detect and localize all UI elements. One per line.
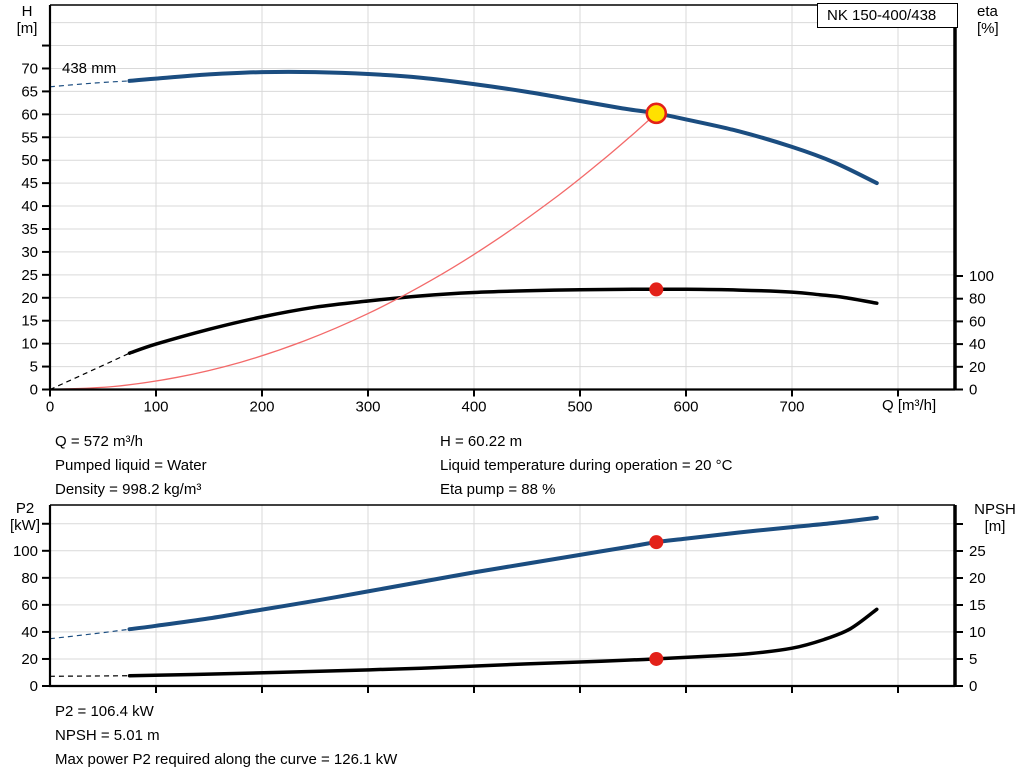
p2-axis-unit: [kW] xyxy=(10,517,40,534)
info-pumped-liquid: Pumped liquid = Water xyxy=(55,457,207,474)
left-tick-label: 100 xyxy=(13,543,38,560)
left-tick-label: 45 xyxy=(21,175,38,192)
head-curve-438mm xyxy=(127,69,879,186)
duty-info-left: Q = 572 m³/h Pumped liquid = Water Densi… xyxy=(55,430,207,502)
head-curve-438mm-extrapolated xyxy=(49,80,130,88)
efficiency-point-marker xyxy=(649,282,664,297)
right-tick-label: 0 xyxy=(969,382,977,399)
x-tick-label: 500 xyxy=(567,399,592,416)
p2-axis-symbol: P2 xyxy=(15,500,35,517)
x-tick-label: 100 xyxy=(143,399,168,416)
h-axis-symbol: H xyxy=(21,3,33,20)
left-tick-label: 25 xyxy=(21,267,38,284)
gridlines xyxy=(50,5,955,390)
left-tick-label: 70 xyxy=(21,60,38,77)
h-axis-unit: [m] xyxy=(16,20,38,37)
x-tick-label: 300 xyxy=(355,399,380,416)
right-tick-label: 20 xyxy=(969,359,986,376)
left-tick-label: 20 xyxy=(21,290,38,307)
p2-point-marker xyxy=(649,535,664,550)
right-tick-label: 100 xyxy=(969,268,994,285)
efficiency-curve xyxy=(127,287,879,355)
pump-model-badge: NK 150-400/438 xyxy=(817,3,958,28)
left-tick-label: 15 xyxy=(21,313,38,330)
info-p2: P2 = 106.4 kW xyxy=(55,703,154,720)
npsh-axis-unit: [m] xyxy=(984,518,1006,535)
axis-ticks: 0 100 200 300 400 500 600 700051015202530354045… xyxy=(21,44,994,416)
left-tick-label: 50 xyxy=(21,152,38,169)
h-axis-title: H [m] xyxy=(8,3,46,37)
left-tick-label: 40 xyxy=(21,624,38,641)
right-tick-label: 10 xyxy=(969,624,986,641)
impeller-diameter-label: 438 mm xyxy=(62,60,117,77)
left-tick-label: 40 xyxy=(21,198,38,215)
right-tick-label: 25 xyxy=(969,543,986,560)
x-tick-label: 400 xyxy=(461,399,486,416)
npsh-curve-extrapolated xyxy=(49,675,130,677)
npsh-axis-title: NPSH [m] xyxy=(966,501,1024,535)
npsh-curve xyxy=(127,607,879,678)
efficiency-curve-extrapolated xyxy=(49,352,130,391)
left-tick-label: 60 xyxy=(21,106,38,123)
left-tick-label: 5 xyxy=(30,359,38,376)
info-liquid-temperature: Liquid temperature during operation = 20… xyxy=(440,457,733,474)
right-tick-label: 5 xyxy=(969,651,977,668)
left-tick-label: 0 xyxy=(30,382,38,399)
right-tick-label: 40 xyxy=(969,336,986,353)
npsh-axis-symbol: NPSH xyxy=(974,501,1016,518)
gridlines xyxy=(50,505,955,686)
eta-axis-title: eta [%] xyxy=(977,3,1017,37)
x-tick-label: 200 xyxy=(249,399,274,416)
right-tick-label: 60 xyxy=(969,313,986,330)
duty-info-right: H = 60.22 m Liquid temperature during op… xyxy=(440,430,732,502)
p2-axis-title: P2 [kW] xyxy=(2,500,48,534)
right-tick-label: 0 xyxy=(969,678,977,695)
p2-npsh-chart: 0 20 40 60 80 100 0 5 10 15 20 25 xyxy=(13,504,986,695)
duty-point-marker xyxy=(645,102,668,125)
left-tick-label: 20 xyxy=(21,651,38,668)
power-info-block: P2 = 106.4 kW NPSH = 5.01 m Max power P2… xyxy=(55,700,397,772)
info-head: H = 60.22 m xyxy=(440,433,523,450)
axis-ticks: 0 20 40 60 80 100 0 5 10 15 20 25 xyxy=(13,522,986,695)
left-tick-label: 30 xyxy=(21,244,38,261)
x-axis-title: Q [m³/h] xyxy=(882,397,936,414)
info-npsh: NPSH = 5.01 m xyxy=(55,727,160,744)
info-max-power: Max power P2 required along the curve = … xyxy=(55,751,398,768)
right-tick-label: 80 xyxy=(969,291,986,308)
eta-axis-symbol: eta xyxy=(977,3,998,20)
left-tick-label: 55 xyxy=(21,129,38,146)
left-tick-label: 65 xyxy=(21,83,38,100)
p2-curve-extrapolated xyxy=(49,628,130,640)
x-tick-label: 0 xyxy=(46,399,54,416)
x-tick-label: 700 xyxy=(779,399,804,416)
info-eta-pump: Eta pump = 88 % xyxy=(440,481,556,498)
p2-curve xyxy=(127,515,879,632)
right-tick-label: 20 xyxy=(969,570,986,587)
left-tick-label: 35 xyxy=(21,221,38,238)
left-tick-label: 60 xyxy=(21,597,38,614)
npsh-point-marker xyxy=(649,651,664,666)
left-tick-label: 80 xyxy=(21,570,38,587)
x-tick-label: 600 xyxy=(673,399,698,416)
qh-efficiency-chart: 0 100 200 300 400 500 600 700051015202530354045… xyxy=(21,4,994,416)
system-curve xyxy=(49,112,657,391)
left-tick-label: 0 xyxy=(30,678,38,695)
left-tick-label: 10 xyxy=(21,336,38,353)
eta-axis-unit: [%] xyxy=(977,20,999,37)
info-density: Density = 998.2 kg/m³ xyxy=(55,481,202,498)
pump-model-text: NK 150-400/438 xyxy=(827,7,937,24)
right-tick-label: 15 xyxy=(969,597,986,614)
info-flow: Q = 572 m³/h xyxy=(55,433,143,450)
